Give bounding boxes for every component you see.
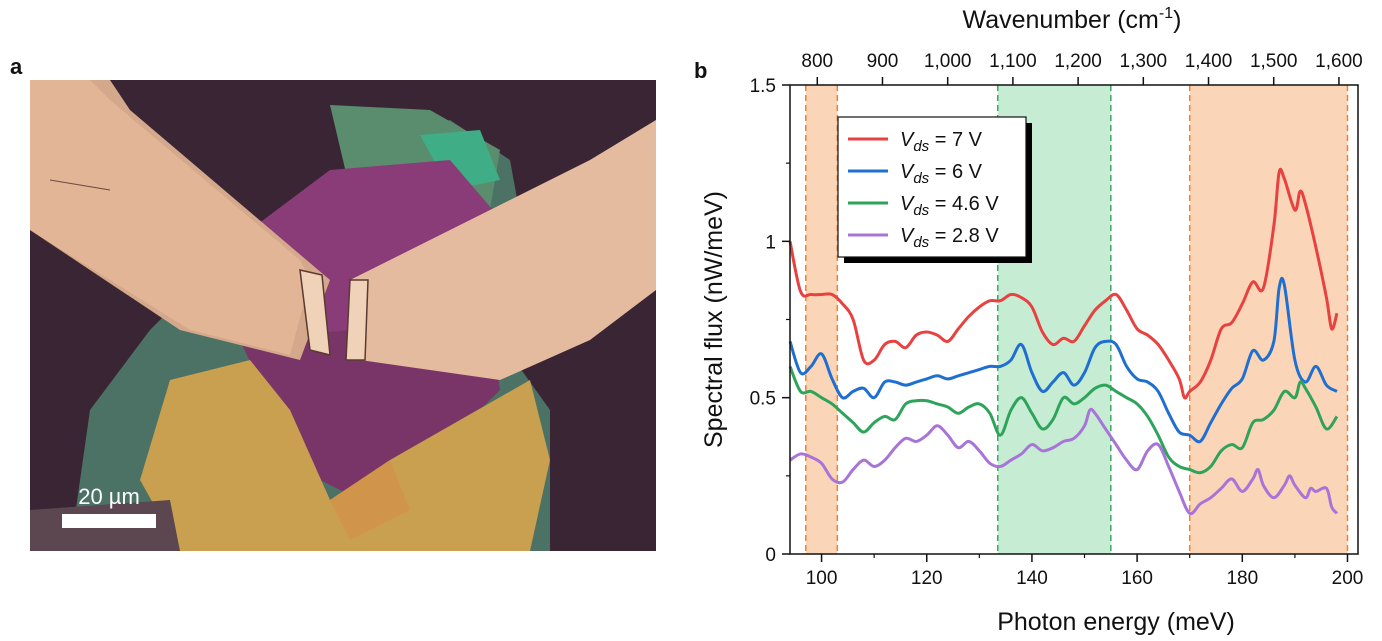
top-tick-label: 900 (867, 51, 899, 72)
series-line-3 (789, 407, 1339, 516)
y-axis-ticks: 0 0.5 1 1.5 (750, 76, 790, 566)
x-tick-label: 160 (1121, 568, 1153, 589)
top-axis-title-sup: -1 (1159, 5, 1173, 22)
top-tick-label: 1,200 (1054, 51, 1102, 72)
shaded-region-0 (805, 85, 838, 554)
legend-entry-1: Vds = 6 V (900, 161, 983, 187)
top-axis-ticks: 800 900 1,000 1,100 1,200 1,300 1,400 1,500 1,60… (801, 51, 1363, 85)
legend: Vds = 7 V Vds = 6 V Vds = 4.6 V Vds = 2.8 V (837, 116, 1032, 263)
legend-entry-3: Vds = 2.8 V (900, 225, 999, 251)
spectral-chart: 100 120 140 160 180 200 0 0.5 1 1.5 800 900 1,000 1… (700, 5, 1364, 636)
legend-entry-0: Vds = 7 V (900, 129, 983, 155)
x-tick-label: 100 (806, 568, 838, 589)
y-tick-label: 0 (765, 545, 776, 566)
x-axis-title: Photon energy (meV) (997, 608, 1235, 636)
y-axis-title: Spectral flux (nW/meV) (700, 191, 728, 448)
y-tick-label: 1.5 (750, 76, 776, 97)
scale-bar-label: 20 µm (78, 484, 140, 509)
top-axis-title: Wavenumber (cm-1) (963, 5, 1182, 34)
y-tick-label: 1 (765, 232, 776, 253)
shaded-region-2 (1189, 85, 1348, 554)
optical-micrograph: 20 µm (30, 80, 656, 551)
series-line-0 (788, 167, 1339, 400)
top-tick-label: 1,400 (1185, 51, 1233, 72)
top-axis-title-base: Wavenumber (cm (963, 6, 1159, 34)
top-tick-label: 1,300 (1120, 51, 1168, 72)
x-axis-ticks: 100 120 140 160 180 200 (806, 554, 1364, 589)
micrograph-image: 20 µm (30, 80, 656, 551)
x-tick-label: 180 (1226, 568, 1258, 589)
top-tick-label: 1,600 (1315, 51, 1363, 72)
series-lines (788, 167, 1339, 516)
top-tick-label: 1,500 (1250, 51, 1298, 72)
panel-b-label: b (694, 58, 708, 83)
x-tick-label: 140 (1016, 568, 1048, 589)
top-tick-label: 1,100 (989, 51, 1037, 72)
y-tick-label: 0.5 (750, 389, 776, 410)
x-tick-label: 120 (911, 568, 943, 589)
series-line-1 (788, 276, 1338, 444)
top-axis-title-end: ) (1173, 6, 1181, 34)
legend-entry-2: Vds = 4.6 V (900, 193, 999, 219)
top-tick-label: 800 (801, 51, 833, 72)
panel-a-label: a (10, 54, 23, 79)
top-tick-label: 1,000 (924, 51, 972, 72)
x-tick-label: 200 (1332, 568, 1364, 589)
series-line-2 (788, 365, 1339, 475)
